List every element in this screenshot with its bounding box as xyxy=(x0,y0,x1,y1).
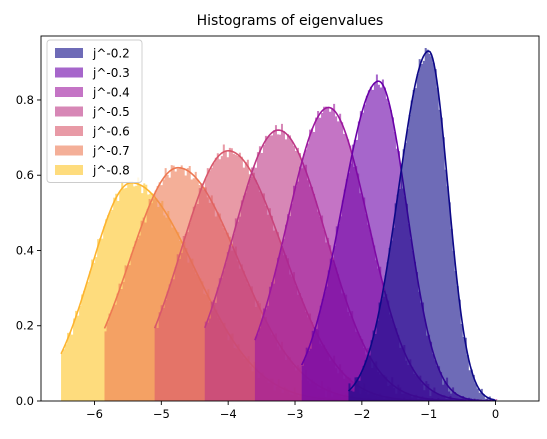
y-tick-label: 0.8 xyxy=(16,93,34,107)
legend-label: j^-0.4 xyxy=(92,86,130,100)
y-tick-label: 0.6 xyxy=(16,168,34,182)
y-tick-label: 0.0 xyxy=(16,394,34,408)
legend-label: j^-0.2 xyxy=(92,47,130,61)
x-tick-label: −6 xyxy=(86,407,103,421)
legend-swatch xyxy=(55,48,83,58)
legend-swatch xyxy=(55,165,83,175)
legend-label: j^-0.3 xyxy=(92,66,130,80)
legend-swatch xyxy=(55,145,83,156)
x-tick-label: −1 xyxy=(420,407,437,421)
legend-swatch xyxy=(55,67,83,78)
axes: −6 −5 −4 −3 −2 −1 0 0.0 0.2 0.4 0.6 0.8 xyxy=(16,35,540,421)
legend-label: j^-0.7 xyxy=(92,144,130,158)
legend: j^-0.2 j^-0.3 j^-0.4 j^-0.5 j^-0.6 j^-0.7 j^-0… xyxy=(46,39,143,183)
plot-area xyxy=(60,48,498,401)
y-tick-label: 0.4 xyxy=(16,243,34,257)
y-tick-label: 0.2 xyxy=(16,319,34,333)
legend-swatch xyxy=(55,106,83,117)
x-tick-label: −4 xyxy=(220,407,237,421)
x-tick-label: 0 xyxy=(492,407,499,421)
legend-swatch xyxy=(55,87,83,97)
legend-swatch xyxy=(55,126,83,136)
x-tick-label: −2 xyxy=(353,407,370,421)
series-j-0-2 xyxy=(347,48,497,401)
legend-label: j^-0.5 xyxy=(92,105,130,119)
x-tick-label: −3 xyxy=(287,407,304,421)
legend-label: j^-0.8 xyxy=(92,164,130,178)
chart-title: Histograms of eigenvalues xyxy=(197,13,384,29)
axes-frame xyxy=(40,35,540,402)
histogram-bars xyxy=(348,48,497,401)
x-tick-label: −5 xyxy=(153,407,170,421)
density-curve xyxy=(347,50,497,401)
legend-label: j^-0.6 xyxy=(92,125,130,139)
